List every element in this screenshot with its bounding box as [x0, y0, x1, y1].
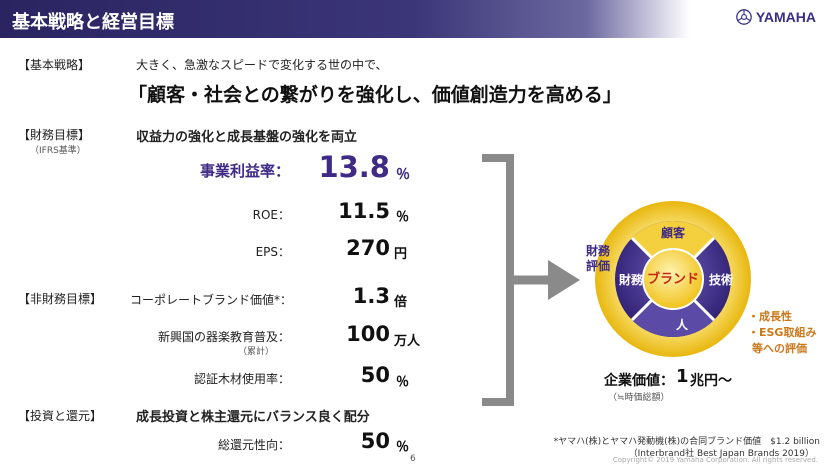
strategy-label: 【基本戦略】	[18, 58, 91, 72]
investment-label: 【投資と還元】	[18, 409, 103, 423]
metric-label: 事業利益率：	[199, 162, 290, 180]
metric-unit: ％	[396, 167, 410, 183]
metric-unit: 倍	[394, 295, 408, 310]
footnote-line2: （Interbrand社 Best Japan Brands 2019）	[628, 449, 814, 459]
diagram-center-label: ブランド	[647, 272, 700, 287]
diagram-top-label: 顧客	[661, 226, 686, 240]
metric-value: 50	[360, 363, 390, 387]
strategy-slogan: 「顧客・社会との繋がりを強化し、価値創造力を高める」	[128, 84, 622, 106]
tuning-fork-icon	[736, 9, 752, 25]
metric-value: 13.8	[318, 150, 390, 184]
enterprise-value-unit: 兆円～	[690, 373, 732, 389]
metric-label: 総還元性向：	[217, 438, 290, 452]
metric-label: ROE：	[252, 208, 290, 222]
bracket-arrow	[482, 154, 580, 406]
page-title: 基本戦略と経営目標	[12, 12, 174, 33]
brand-name: YAMAHA	[755, 9, 816, 25]
metric-value: 270	[346, 236, 390, 260]
metric-label: 認証木材使用率：	[193, 372, 290, 386]
metric-value: 11.5	[338, 199, 390, 223]
financial-heading: 収益力の強化と成長基盤の強化を両立	[136, 130, 358, 145]
enterprise-value-number: 1	[676, 366, 689, 387]
metric-label: 新興国の器楽教育普及：	[157, 330, 290, 344]
investment-heading: 成長投資と株主還元にバランス良く配分	[136, 410, 370, 425]
brand-logo: YAMAHA	[736, 9, 816, 25]
center-circle	[642, 248, 704, 310]
diagram-left-label: 財務	[619, 273, 644, 287]
metric-label: コーポレートブランド価値*：	[130, 293, 293, 307]
enterprise-value-note: （≒時価総額）	[608, 393, 670, 403]
metric-sublabel: （累計）	[238, 347, 275, 357]
strategy-intro: 大きく、急激なスピードで変化する世の中で、	[136, 58, 388, 72]
brand-value-diagram	[595, 201, 751, 357]
diagram-right-label: 技術	[709, 273, 734, 287]
footnote-line1: *ヤマハ(株)とヤマハ発動機(株)の合同ブランド価値 $1.2 billion	[553, 437, 820, 447]
non-financial-label: 【非財務目標】	[18, 292, 103, 306]
metric-value: 100	[346, 322, 390, 346]
arrow-right-icon	[548, 260, 580, 300]
financial-sublabel: （IFRS基準）	[30, 146, 86, 156]
metric-unit: ％	[396, 440, 410, 455]
financial-label: 【財務目標】	[18, 128, 91, 142]
diagram-right-outer-item: ・ESG取組み	[748, 326, 817, 339]
diagram-right-outer-item: ・成長性	[748, 310, 792, 323]
metric-unit: 万人	[394, 334, 421, 349]
diagram-left-outer-label: 財務 評価	[586, 244, 611, 273]
title-bar: 基本戦略と経営目標	[0, 0, 690, 38]
metric-value: 50	[360, 429, 390, 453]
metric-unit: ％	[396, 210, 410, 225]
metric-unit: ％	[396, 375, 410, 390]
diagram-bottom-label: 人	[676, 318, 689, 332]
enterprise-value-label: 企業価値：	[604, 373, 674, 389]
page-number: 6	[410, 454, 416, 464]
metric-value: 1.3	[352, 284, 390, 308]
metric-label: EPS：	[255, 245, 290, 259]
copyright: Copyright© 2019 Yamaha Corporation. All …	[612, 456, 818, 464]
diagram-right-outer-tail: 等への評価	[752, 342, 807, 355]
metric-unit: 円	[394, 247, 408, 262]
